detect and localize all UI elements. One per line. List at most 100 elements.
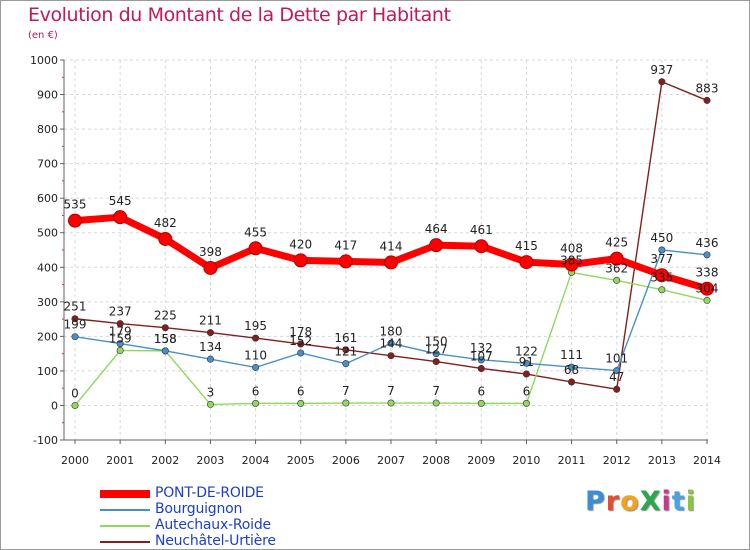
data-point <box>338 254 353 269</box>
data-label: 110 <box>244 348 267 362</box>
data-point <box>432 358 440 366</box>
data-label: 415 <box>515 239 538 253</box>
data-label: 179 <box>109 325 132 339</box>
data-point <box>161 347 169 355</box>
data-point <box>703 96 711 104</box>
data-point <box>297 399 305 407</box>
data-label: 251 <box>64 300 87 314</box>
data-label: 152 <box>289 334 312 348</box>
data-point <box>71 401 79 409</box>
data-point <box>703 296 711 304</box>
data-point <box>564 257 579 272</box>
data-label: 127 <box>425 343 448 357</box>
x-tick-label: 2006 <box>332 454 360 467</box>
legend-swatch <box>100 525 150 527</box>
data-label: 436 <box>696 236 719 250</box>
legend-label: Bourguignon <box>155 501 243 517</box>
data-point <box>658 246 666 254</box>
data-label: 482 <box>154 216 177 230</box>
data-point <box>68 213 82 228</box>
axes: -100 0 100 200 300 400 500 600 700 800 900 1000 2000… <box>30 54 721 467</box>
legend-label: PONT-DE-ROIDE <box>155 485 264 501</box>
data-label: 6 <box>523 384 531 398</box>
data-label: 414 <box>380 239 403 253</box>
data-label: 362 <box>605 261 628 275</box>
data-point <box>252 334 260 342</box>
data-point <box>248 241 263 256</box>
data-point <box>203 260 218 275</box>
y-tick-label: 200 <box>37 330 58 343</box>
brand-letter: i <box>685 486 696 517</box>
y-tick-label: 800 <box>37 123 58 136</box>
data-label: 158 <box>154 332 177 346</box>
data-point <box>71 315 79 323</box>
data-label: 144 <box>380 337 403 351</box>
data-point <box>609 251 624 266</box>
data-point <box>206 400 214 408</box>
y-tick-label: 0 <box>51 399 58 412</box>
data-label: 408 <box>560 242 583 256</box>
y-tick-label: 700 <box>37 158 58 171</box>
data-label: 7 <box>387 384 395 398</box>
data-label: 132 <box>470 341 493 355</box>
data-label: 199 <box>64 318 87 332</box>
x-tick-label: 2013 <box>648 454 676 467</box>
series-lines <box>68 78 714 409</box>
data-label: 91 <box>519 355 534 369</box>
data-point <box>342 346 350 354</box>
data-labels: 535 545 482 398 455 420 417 414 464 461 415 408 425 3… <box>64 63 719 401</box>
x-tick-label: 2004 <box>242 454 270 467</box>
data-label: 47 <box>609 370 624 384</box>
data-point <box>474 239 489 254</box>
legend-label: Autechaux-Roide <box>155 517 271 533</box>
data-point <box>432 399 440 407</box>
x-tick-label: 2000 <box>61 454 89 467</box>
data-point <box>387 339 395 347</box>
brand-letter: r <box>605 486 621 517</box>
data-point <box>252 399 260 407</box>
data-point <box>477 356 485 364</box>
data-label: 338 <box>696 266 719 280</box>
data-point <box>252 363 260 371</box>
data-label: 335 <box>650 271 673 285</box>
data-label: 420 <box>289 237 312 251</box>
data-label: 180 <box>380 324 403 338</box>
data-point <box>519 255 534 270</box>
y-tick-label: -100 <box>33 434 58 447</box>
data-point <box>522 370 530 378</box>
data-label: 3 <box>207 385 215 399</box>
y-tick-label: 500 <box>37 227 58 240</box>
data-label: 937 <box>650 63 673 77</box>
data-point <box>71 333 79 341</box>
chart-title: Evolution du Montant de la Dette par Hab… <box>28 4 451 26</box>
data-point <box>613 276 621 284</box>
data-point <box>387 352 395 360</box>
data-point <box>654 268 669 283</box>
data-label: 450 <box>650 231 673 245</box>
data-label: 417 <box>334 238 357 252</box>
data-point <box>658 286 666 294</box>
y-tick-label: 600 <box>37 192 58 205</box>
data-label: 425 <box>605 236 628 250</box>
x-tick-label: 2009 <box>467 454 495 467</box>
data-point <box>522 399 530 407</box>
data-label: 455 <box>244 225 267 239</box>
data-label: 304 <box>696 281 719 295</box>
y-tick-label: 1000 <box>30 54 58 67</box>
x-tick-label: 2002 <box>151 454 179 467</box>
data-point <box>113 210 128 225</box>
data-point <box>116 320 124 328</box>
data-point <box>568 378 576 386</box>
data-label: 195 <box>244 319 267 333</box>
plot-area <box>64 60 708 440</box>
legend-swatch <box>100 541 150 543</box>
data-label: 225 <box>154 309 177 323</box>
data-point <box>342 360 350 368</box>
y-tick-label: 300 <box>37 296 58 309</box>
data-label: 122 <box>515 344 538 358</box>
x-tick-label: 2005 <box>287 454 315 467</box>
data-label: 0 <box>71 386 79 400</box>
data-point <box>703 251 711 259</box>
data-label: 178 <box>289 325 312 339</box>
